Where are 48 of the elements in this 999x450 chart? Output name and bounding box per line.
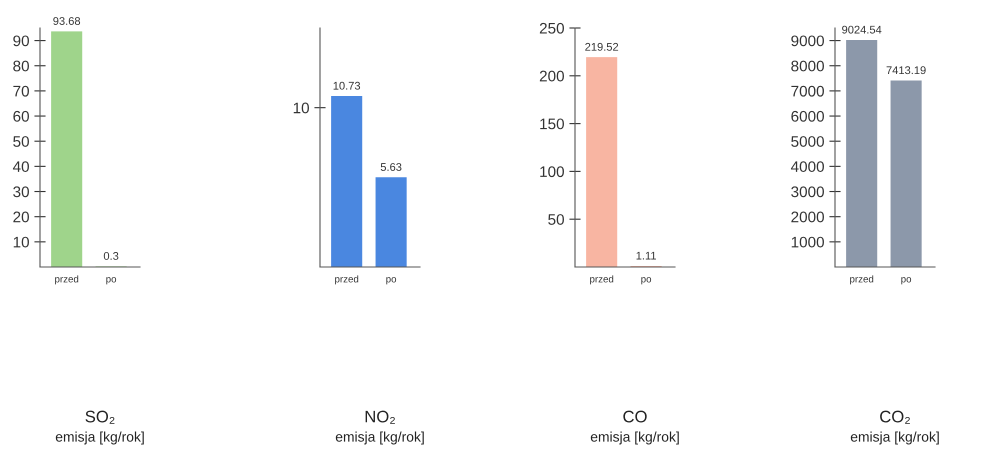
y-tick-label: 50 (13, 136, 29, 147)
data-label: 7413.19 (886, 66, 926, 74)
y-tick-label: 250 (540, 22, 564, 34)
data-label: 9024.54 (842, 26, 882, 34)
y-tick-label: 4000 (790, 161, 824, 172)
y-tick-label: 6000 (791, 110, 824, 122)
data-label: 219.52 (585, 42, 618, 51)
y-tick-label: 30 (13, 186, 29, 198)
y-tick-label: 1000 (792, 236, 824, 248)
y-tick-label: 150 (540, 118, 564, 130)
y-tick-label: 10 (14, 236, 29, 248)
data-label: 93.68 (53, 17, 80, 25)
text: CO (623, 410, 647, 422)
y-tick-label: 20 (13, 212, 29, 222)
x-tick-label: po (106, 277, 116, 284)
x-tick-label: po (386, 277, 396, 284)
data-label: 0.3 (104, 252, 118, 260)
x-tick-label: po (641, 277, 652, 284)
y-tick-label: 200 (540, 70, 564, 82)
y-tick-label: 7000 (791, 86, 824, 97)
y-tick-label: 5000 (791, 136, 824, 147)
text: emisja [kg/rok] (850, 432, 939, 444)
text: emisja [kg/rok] (56, 432, 144, 444)
y-tick-label: 2000 (791, 212, 824, 222)
y-tick-label: 100 (540, 166, 564, 178)
text: SO₂ (85, 410, 114, 424)
data-label: 1.11 (636, 252, 656, 260)
y-tick-label: 3000 (791, 186, 824, 198)
x-tick-label: przed (55, 275, 78, 284)
y-tick-label: 50 (548, 214, 564, 225)
y-tick-label: 40 (12, 161, 29, 172)
x-tick-label: przed (850, 275, 874, 284)
data-label: 5.63 (380, 163, 402, 171)
data-label: 10.73 (334, 82, 360, 90)
text: NO₂ (366, 410, 395, 424)
text: emisja [kg/rok] (336, 432, 424, 444)
x-tick-label: przed (590, 275, 614, 284)
y-tick-label: 8000 (791, 60, 824, 72)
y-tick-label: 60 (13, 110, 29, 122)
y-tick-label: 9000 (791, 35, 824, 46)
x-tick-label: po (901, 277, 912, 284)
x-tick-label: przed (335, 275, 358, 284)
y-tick-label: 90 (13, 35, 29, 46)
text: CO₂ (880, 410, 910, 424)
y-tick-label: 70 (13, 86, 29, 97)
y-tick-label: 10 (294, 102, 309, 114)
text: emisja [kg/rok] (590, 432, 679, 444)
y-tick-label: 80 (13, 60, 29, 72)
